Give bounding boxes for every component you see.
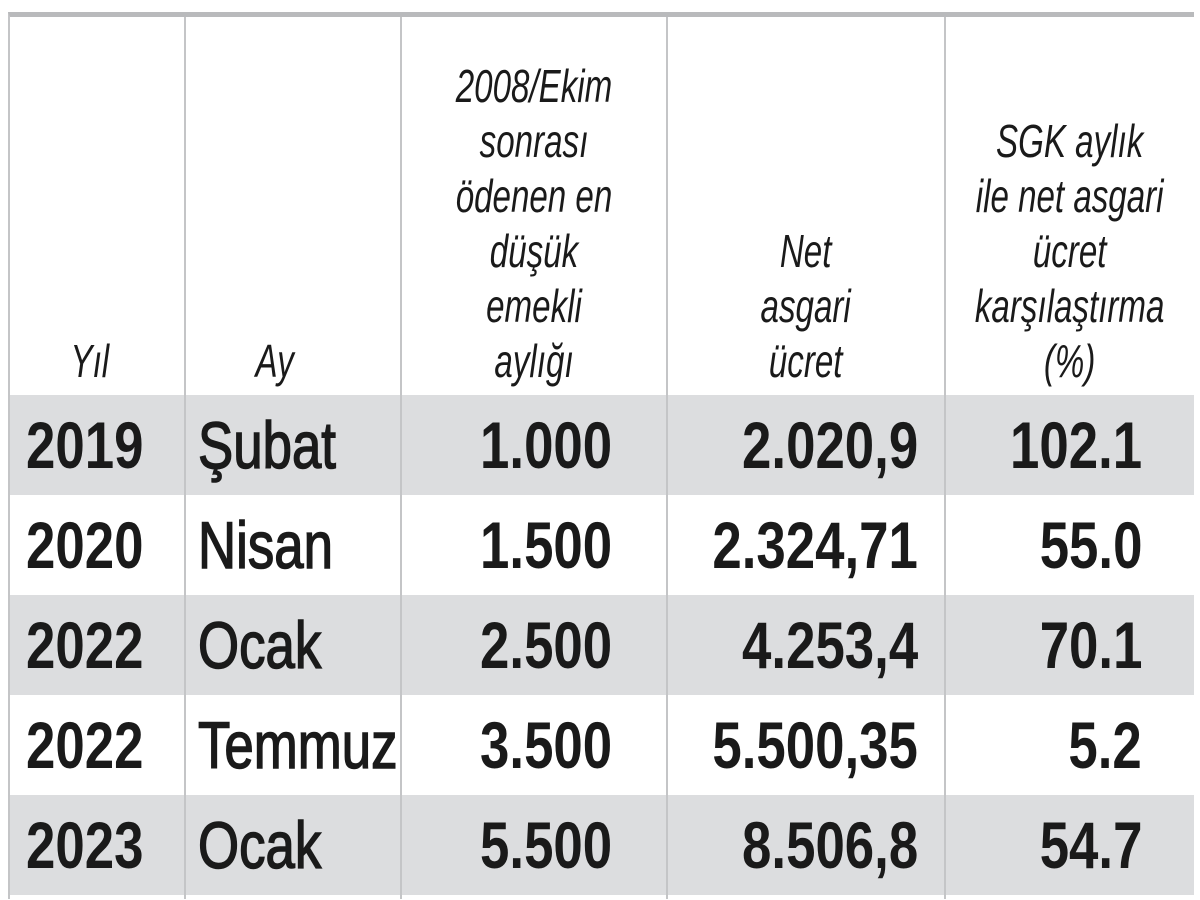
cell-net-min-wage-text: 2.324,71 — [712, 508, 918, 582]
cell-comparison-text: 5.2 — [1068, 708, 1142, 782]
row-band — [10, 395, 1194, 495]
cell-min-pension: 1.000 — [402, 395, 612, 495]
row-band — [10, 795, 1194, 895]
cell-year-text: 2020 — [26, 508, 144, 582]
cell-min-pension-text: 2.500 — [479, 608, 612, 682]
cell-month: Ocak — [197, 595, 398, 695]
header-min-pension: 2008/Ekim sonrası ödenen en düşük emekli… — [402, 17, 666, 395]
cell-net-min-wage: 5.500,35 — [668, 695, 918, 795]
header-year: Yıl — [50, 17, 130, 395]
cell-min-pension-text: 1.000 — [479, 408, 612, 482]
header-comparison: SGK aylık ile net asgari ücret karşılaşt… — [946, 17, 1194, 395]
cell-year-text: 2022 — [26, 708, 144, 782]
cell-min-pension: 5.500 — [402, 795, 612, 895]
header-min-pension-text: 2008/Ekim sonrası ödenen en düşük emekli… — [455, 60, 613, 387]
cell-net-min-wage: 2.324,71 — [668, 495, 918, 595]
cell-year-text: 2019 — [26, 408, 144, 482]
data-table: Yıl Ay 2008/Ekim sonrası ödenen en düşük… — [8, 12, 1194, 899]
cell-year: 2022 — [26, 695, 176, 795]
cell-min-pension: 2.500 — [402, 595, 612, 695]
cell-min-pension: 3.500 — [402, 695, 612, 795]
cell-min-pension: 1.500 — [402, 495, 612, 595]
column-divider — [184, 17, 186, 899]
cell-net-min-wage-text: 5.500,35 — [712, 708, 918, 782]
cell-month: Ocak — [197, 795, 398, 895]
cell-comparison-text: 54.7 — [1039, 808, 1142, 882]
cell-comparison-text: 55.0 — [1039, 508, 1142, 582]
cell-comparison: 55.0 — [946, 495, 1142, 595]
column-divider — [400, 17, 402, 899]
cell-net-min-wage-text: 4.253,4 — [741, 608, 918, 682]
header-year-text: Yıl — [70, 335, 110, 387]
cell-comparison-text: 70.1 — [1039, 608, 1142, 682]
cell-month-text: Ocak — [197, 807, 322, 883]
cell-year: 2020 — [26, 495, 176, 595]
cell-comparison: 5.2 — [946, 695, 1142, 795]
cell-min-pension-text: 5.500 — [479, 808, 612, 882]
cell-month-text: Nisan — [197, 507, 333, 583]
cell-month: Temmuz — [197, 695, 398, 795]
cell-month-text: Şubat — [197, 407, 336, 483]
cell-net-min-wage: 2.020,9 — [668, 395, 918, 495]
cell-net-min-wage: 8.506,8 — [668, 795, 918, 895]
cell-min-pension-text: 1.500 — [479, 508, 612, 582]
cell-year-text: 2023 — [26, 808, 144, 882]
cell-comparison-text: 102.1 — [1009, 408, 1142, 482]
cell-net-min-wage: 4.253,4 — [668, 595, 918, 695]
header-month: Ay — [230, 17, 320, 395]
cell-comparison: 70.1 — [946, 595, 1142, 695]
column-divider — [944, 17, 946, 899]
cell-year-text: 2022 — [26, 608, 144, 682]
cell-month-text: Temmuz — [197, 707, 398, 783]
cell-net-min-wage-text: 2.020,9 — [741, 408, 918, 482]
cell-month-text: Ocak — [197, 607, 322, 683]
header-month-text: Ay — [255, 335, 295, 387]
column-divider — [666, 17, 668, 899]
cell-net-min-wage-text: 8.506,8 — [741, 808, 918, 882]
cell-comparison: 54.7 — [946, 795, 1142, 895]
cell-comparison: 102.1 — [946, 395, 1142, 495]
cell-year: 2022 — [26, 595, 176, 695]
cell-month: Nisan — [197, 495, 398, 595]
header-net-min-wage-text: Net asgari ücret — [760, 225, 852, 387]
cell-year: 2019 — [26, 395, 176, 495]
cell-min-pension-text: 3.500 — [479, 708, 612, 782]
row-band — [10, 595, 1194, 695]
cell-year: 2023 — [26, 795, 176, 895]
cell-month: Şubat — [197, 395, 398, 495]
header-net-min-wage: Net asgari ücret — [668, 17, 944, 395]
header-comparison-text: SGK aylık ile net asgari ücret karşılaşt… — [975, 115, 1165, 387]
